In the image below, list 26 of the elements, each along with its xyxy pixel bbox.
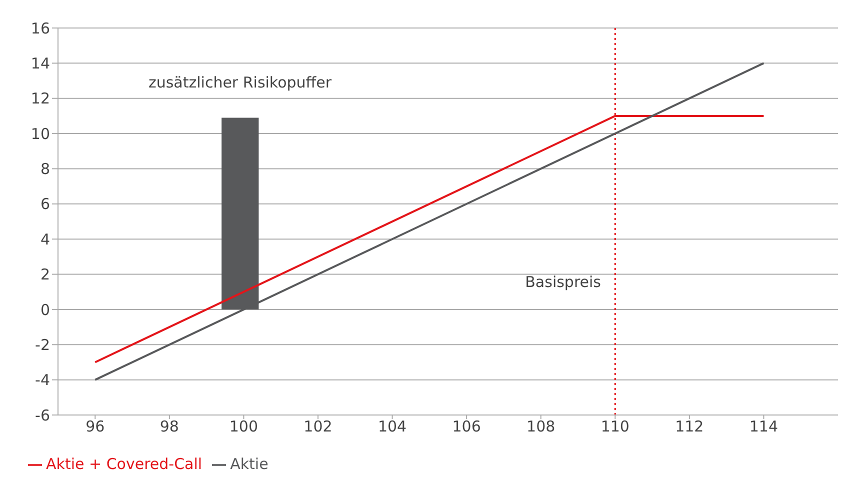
ref-line-label: Basispreis (525, 272, 602, 291)
y-tick-label: 8 (40, 160, 50, 178)
y-tick-label: 4 (40, 230, 50, 248)
y-tick-label: 12 (30, 90, 50, 108)
y-tick-label: -2 (35, 336, 50, 354)
x-tick-label: 106 (452, 418, 481, 436)
y-tick-label: 0 (40, 300, 50, 319)
x-tick-label: 98 (160, 418, 179, 436)
annotation: zusätzlicher Risikopuffer (148, 74, 332, 92)
y-tick-label: 16 (30, 19, 50, 38)
y-tick-label: 14 (30, 54, 50, 73)
x-tick-label: 108 (526, 418, 556, 436)
x-tick-label: 102 (304, 418, 332, 436)
x-tick-label: 112 (675, 418, 704, 436)
x-tick-label: 96 (86, 418, 105, 436)
y-tick-label: 6 (40, 195, 50, 214)
y-tick-label: -4 (35, 371, 50, 390)
y-tick-label: -6 (35, 406, 50, 424)
y-tick-label: 2 (40, 266, 50, 284)
y-tick-label: 10 (30, 124, 50, 143)
x-tick-label: 114 (749, 418, 778, 436)
x-tick-label: 104 (378, 418, 407, 436)
x-tick-label: 100 (229, 418, 258, 436)
legend-label: Aktie (230, 455, 268, 473)
x-tick-label: 110 (600, 418, 630, 436)
legend-label: Aktie + Covered-Call (46, 455, 202, 473)
